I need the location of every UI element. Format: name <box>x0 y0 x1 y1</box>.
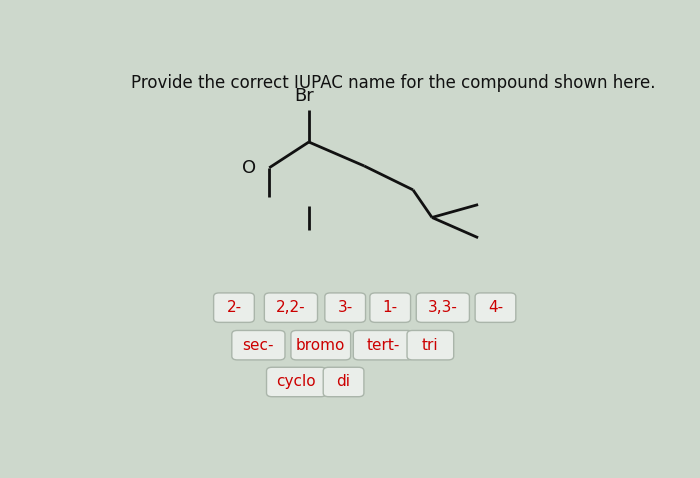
Text: bromo: bromo <box>296 337 346 353</box>
FancyBboxPatch shape <box>416 293 470 322</box>
Text: Br: Br <box>295 87 314 105</box>
Text: di: di <box>337 374 351 390</box>
Text: 2,2-: 2,2- <box>276 300 306 315</box>
FancyBboxPatch shape <box>354 330 413 360</box>
Text: 2-: 2- <box>226 300 241 315</box>
Text: sec-: sec- <box>243 337 274 353</box>
Text: 1-: 1- <box>383 300 398 315</box>
FancyBboxPatch shape <box>370 293 411 322</box>
FancyBboxPatch shape <box>214 293 254 322</box>
FancyBboxPatch shape <box>265 293 318 322</box>
Text: O: O <box>241 159 255 177</box>
Text: tert-: tert- <box>367 337 400 353</box>
Text: Provide the correct IUPAC name for the compound shown here.: Provide the correct IUPAC name for the c… <box>131 74 655 92</box>
Text: cyclo: cyclo <box>276 374 316 390</box>
Text: 3,3-: 3,3- <box>428 300 458 315</box>
Text: 3-: 3- <box>337 300 353 315</box>
FancyBboxPatch shape <box>475 293 516 322</box>
Text: 4-: 4- <box>488 300 503 315</box>
FancyBboxPatch shape <box>325 293 365 322</box>
FancyBboxPatch shape <box>323 367 364 397</box>
FancyBboxPatch shape <box>267 367 326 397</box>
FancyBboxPatch shape <box>291 330 351 360</box>
FancyBboxPatch shape <box>232 330 285 360</box>
Text: tri: tri <box>422 337 439 353</box>
FancyBboxPatch shape <box>407 330 454 360</box>
